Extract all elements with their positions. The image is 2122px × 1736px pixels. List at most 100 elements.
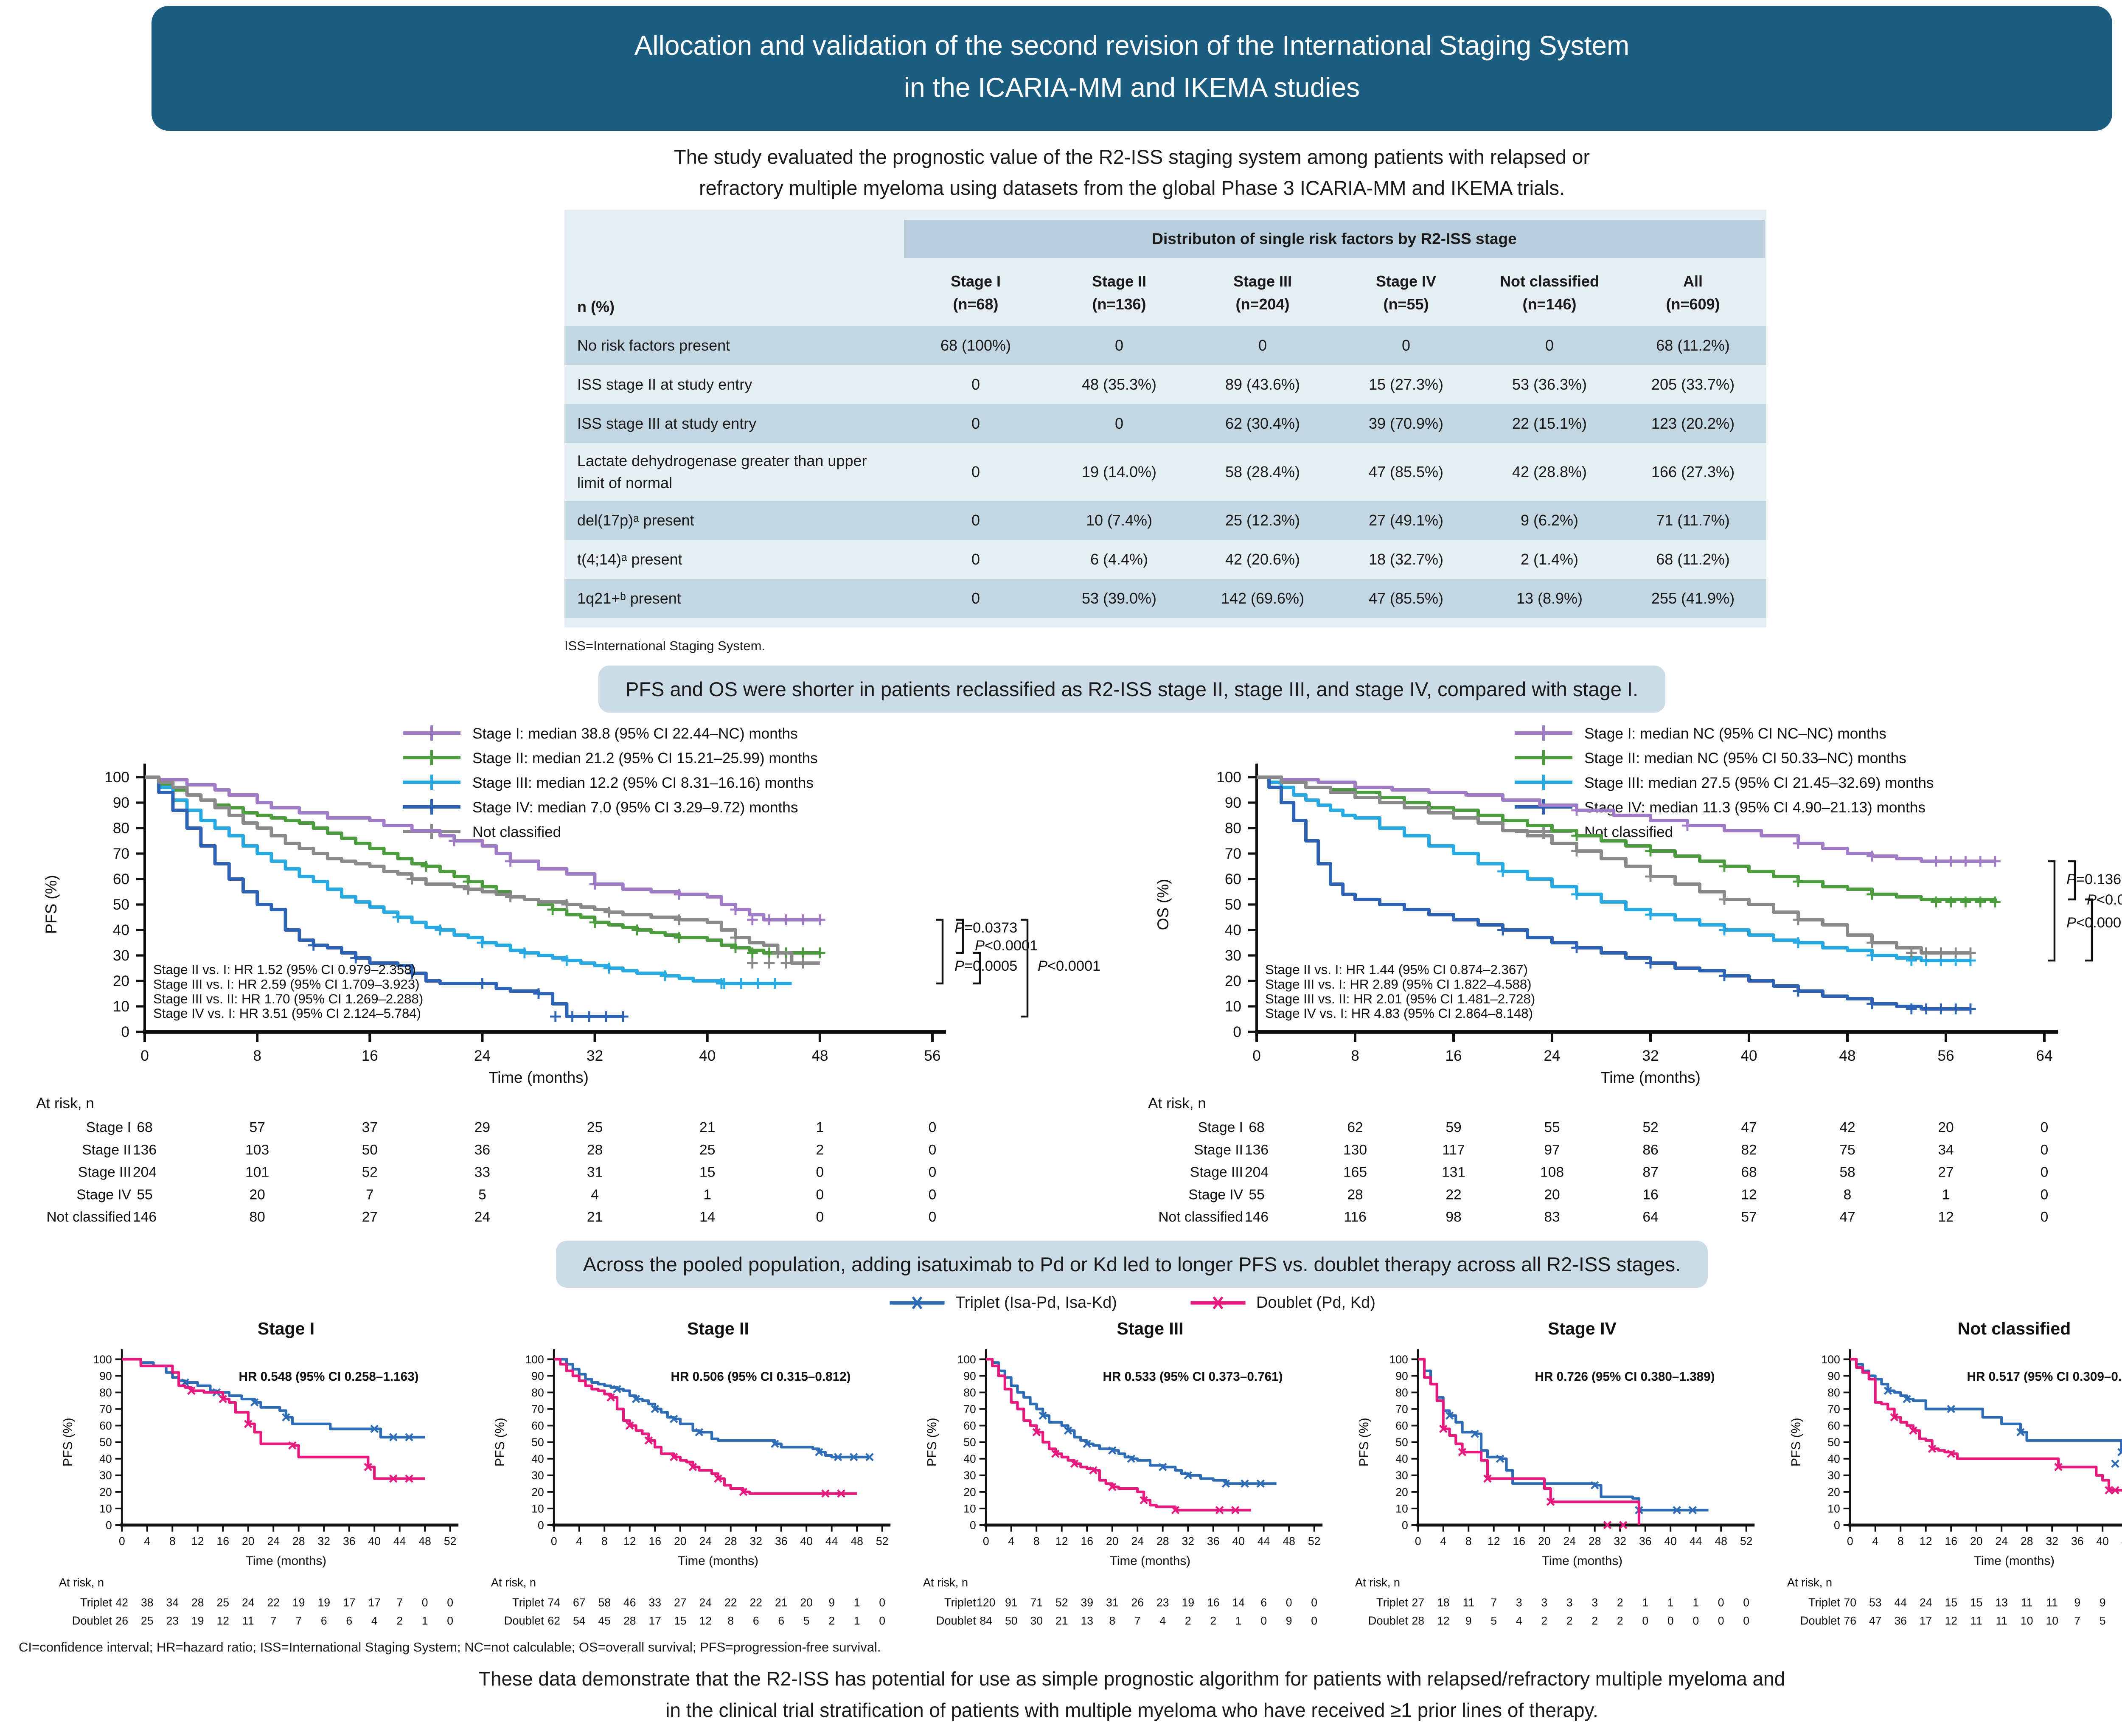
y-axis-title: PFS (%)	[42, 875, 60, 934]
table-cell: 58 (28.4%)	[1225, 463, 1300, 481]
at-risk-value: 76	[1844, 1615, 1856, 1627]
y-tick-label: 70	[113, 846, 129, 862]
x-tick-label: 16	[216, 1535, 229, 1548]
y-tick-label: 0	[106, 1519, 112, 1532]
at-risk-row-label: Stage I	[86, 1120, 131, 1135]
x-axis-title: Time (months)	[1974, 1554, 2055, 1568]
y-tick-label: 40	[113, 922, 129, 938]
legend-label-stage-iv: Stage IV: median 7.0 (95% CI 3.29–9.72) …	[472, 799, 798, 816]
at-risk-value: 0	[1718, 1596, 1724, 1609]
at-risk-value: 22	[267, 1596, 280, 1609]
at-risk-value: 120	[977, 1596, 995, 1609]
table-cell: 15 (27.3%)	[1368, 375, 1444, 393]
at-risk-value: 10	[2046, 1615, 2058, 1627]
y-axis-title: PFS (%)	[61, 1418, 75, 1467]
at-risk-value: 0	[1718, 1615, 1724, 1627]
x-tick-label: 32	[1614, 1535, 1626, 1548]
at-risk-value: 0	[2041, 1120, 2049, 1135]
p-value-label: P=0.0373	[954, 920, 1017, 936]
table-cell: 68 (11.2%)	[1656, 551, 1730, 568]
at-risk-value: 0	[1311, 1596, 1317, 1609]
y-tick-label: 70	[1395, 1403, 1408, 1416]
small-stage-1-chart: Stage IHR 0.548 (95% CI 0.258–1.163)0102…	[59, 1319, 459, 1627]
y-tick-label: 20	[531, 1486, 544, 1499]
at-risk-value: 8	[1844, 1187, 1852, 1203]
at-risk-value: 34	[166, 1596, 179, 1609]
legend-item-label: Doublet (Pd, Kd)	[1256, 1294, 1375, 1312]
at-risk-row-label: Stage II	[82, 1142, 131, 1158]
x-tick-label: 56	[1937, 1048, 1954, 1064]
at-risk-value: 3	[1566, 1596, 1573, 1609]
at-risk-value: 21	[587, 1210, 603, 1225]
y-tick-label: 80	[963, 1386, 976, 1399]
x-tick-label: 12	[1055, 1535, 1068, 1548]
at-risk-value: 62	[547, 1615, 560, 1627]
at-risk-value: 9	[828, 1596, 835, 1609]
at-risk-value: 0	[929, 1142, 937, 1158]
at-risk-header: At risk, n	[1355, 1576, 1400, 1589]
at-risk-value: 20	[1938, 1120, 1954, 1135]
y-tick-label: 90	[531, 1370, 544, 1382]
y-tick-label: 90	[113, 795, 129, 811]
at-risk-value: 28	[587, 1142, 603, 1158]
os-series-stage-ii	[1257, 775, 1997, 902]
y-tick-label: 90	[1827, 1370, 1840, 1382]
at-risk-value: 2	[1210, 1615, 1216, 1627]
at-risk-row-label: Triplet	[944, 1596, 976, 1609]
at-risk-value: 31	[587, 1165, 603, 1180]
at-risk-value: 15	[674, 1615, 687, 1627]
y-axis-title: PFS (%)	[925, 1418, 939, 1467]
at-risk-value: 25	[587, 1120, 603, 1135]
at-risk-value: 1	[1942, 1187, 1950, 1203]
table-cell: 0	[971, 590, 980, 607]
x-tick-label: 20	[674, 1535, 687, 1548]
at-risk-value: 16	[1642, 1187, 1658, 1203]
legend-item-doublet: Doublet (Pd, Kd)	[1189, 1294, 1375, 1312]
table-cell: 2 (1.4%)	[1520, 551, 1579, 568]
x-tick-label: 36	[343, 1535, 356, 1548]
at-risk-value: 0	[816, 1187, 824, 1203]
y-tick-label: 0	[1402, 1519, 1408, 1532]
at-risk-value: 24	[1920, 1596, 1932, 1609]
pfs-series-stage-i	[145, 775, 820, 922]
at-risk-value: 11	[1970, 1615, 1982, 1627]
y-tick-label: 10	[1395, 1503, 1408, 1515]
at-risk-value: 71	[1030, 1596, 1043, 1609]
at-risk-value: 68	[137, 1120, 152, 1135]
legend-item-triplet: Triplet (Isa-Pd, Isa-Kd)	[888, 1294, 1117, 1312]
y-tick-label: 30	[1827, 1469, 1840, 1482]
at-risk-value: 24	[242, 1596, 255, 1609]
os-series-stage-iv	[1257, 775, 1970, 1011]
at-risk-value: 19	[1182, 1596, 1194, 1609]
at-risk-value: 36	[474, 1142, 490, 1158]
at-risk-value: 10	[2021, 1615, 2033, 1627]
at-risk-value: 6	[321, 1615, 327, 1627]
at-risk-value: 86	[1642, 1142, 1658, 1158]
at-risk-value: 12	[1938, 1210, 1954, 1225]
hr-annotation: HR 0.517 (95% CI 0.309–0.864)	[1967, 1370, 2122, 1384]
at-risk-header: At risk, n	[491, 1576, 536, 1589]
at-risk-value: 47	[1741, 1120, 1757, 1135]
y-tick-label: 20	[963, 1486, 976, 1499]
at-risk-value: 204	[133, 1165, 157, 1180]
at-risk-value: 2	[1185, 1615, 1191, 1627]
table-column-header: Stage IV (n=55)	[1375, 272, 1437, 313]
row-label: ISS stage III at study entry	[577, 414, 757, 432]
pfs-series-stage-ii	[145, 775, 820, 955]
table-row: del(17p)ᵃ present 0 10 (7.4%) 25 (12.3%) 27 …	[564, 501, 1766, 540]
doublet-line-icon	[1190, 1296, 1246, 1310]
y-tick-label: 30	[531, 1469, 544, 1482]
at-risk-value: 55	[1544, 1120, 1560, 1135]
table-cell: 0	[1401, 336, 1411, 354]
y-tick-label: 10	[113, 998, 129, 1015]
at-risk-value: 28	[1347, 1187, 1363, 1203]
at-risk-value: 97	[1544, 1142, 1560, 1158]
x-tick-label: 44	[1257, 1535, 1270, 1548]
y-tick-label: 80	[1395, 1386, 1408, 1399]
x-tick-label: 0	[551, 1535, 557, 1548]
at-risk-value: 23	[1156, 1596, 1169, 1609]
at-risk-value: 58	[598, 1596, 611, 1609]
at-risk-value: 23	[166, 1615, 179, 1627]
at-risk-value: 28	[191, 1596, 204, 1609]
at-risk-value: 1	[703, 1187, 711, 1203]
